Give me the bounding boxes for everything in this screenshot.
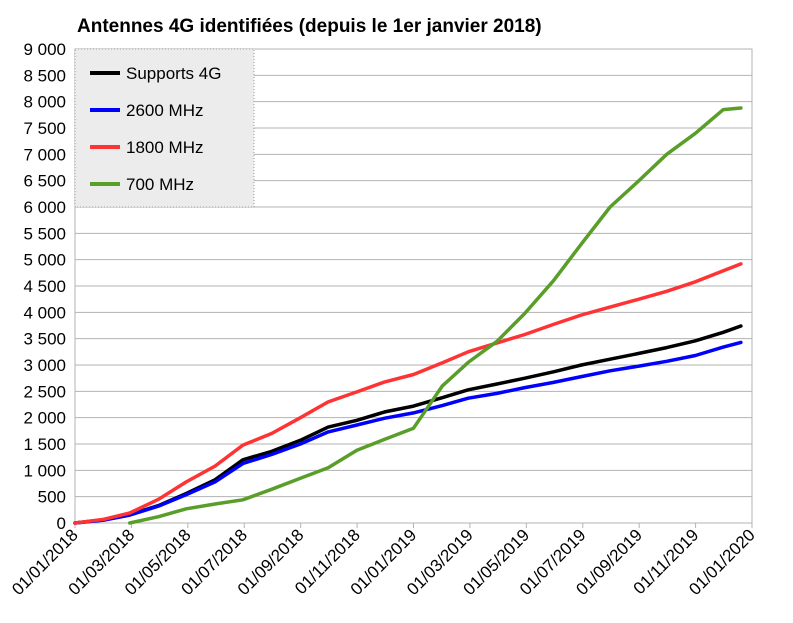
y-tick-label: 5 500 xyxy=(23,224,66,243)
legend-box xyxy=(74,48,255,208)
legend-label: Supports 4G xyxy=(126,64,221,83)
y-tick-label: 3 500 xyxy=(23,330,66,349)
y-tick-label: 6 000 xyxy=(23,198,66,217)
series-lines xyxy=(73,106,743,525)
legend: Supports 4G 2600 MHz 1800 MHz 700 MHz xyxy=(74,48,255,208)
y-tick-label: 8 500 xyxy=(23,66,66,85)
y-tick-label: 2 500 xyxy=(23,382,66,401)
y-tick-label: 7 000 xyxy=(23,145,66,164)
series-line-1800-mhz xyxy=(73,262,743,525)
x-axis-ticks: 01/01/201801/03/201801/05/201801/07/2018… xyxy=(8,523,759,599)
y-tick-label: 5 000 xyxy=(23,251,66,270)
series-line-2600-mhz xyxy=(73,340,743,525)
y-tick-label: 4 000 xyxy=(23,303,66,322)
y-tick-label: 2 000 xyxy=(23,409,66,428)
legend-label: 2600 MHz xyxy=(126,101,203,120)
y-tick-label: 500 xyxy=(38,488,66,507)
y-tick-label: 4 500 xyxy=(23,277,66,296)
series-line-700-mhz xyxy=(127,106,743,525)
legend-label: 700 MHz xyxy=(126,175,194,194)
y-tick-label: 9 000 xyxy=(23,40,66,59)
y-tick-label: 1 500 xyxy=(23,435,66,454)
series-line-supports-4g xyxy=(73,324,743,525)
y-tick-label: 6 500 xyxy=(23,172,66,191)
y-tick-label: 3 000 xyxy=(23,356,66,375)
y-tick-label: 1 000 xyxy=(23,461,66,480)
y-axis-ticks: 0 500 1 000 1 500 2 000 2 500 3 000 3 500 4 000 4… xyxy=(23,40,66,533)
y-tick-label: 0 xyxy=(57,514,66,533)
y-tick-label: 8 000 xyxy=(23,93,66,112)
y-tick-label: 7 500 xyxy=(23,119,66,138)
legend-label: 1800 MHz xyxy=(126,138,203,157)
chart-title: Antennes 4G identifiées (depuis le 1er j… xyxy=(77,16,542,37)
